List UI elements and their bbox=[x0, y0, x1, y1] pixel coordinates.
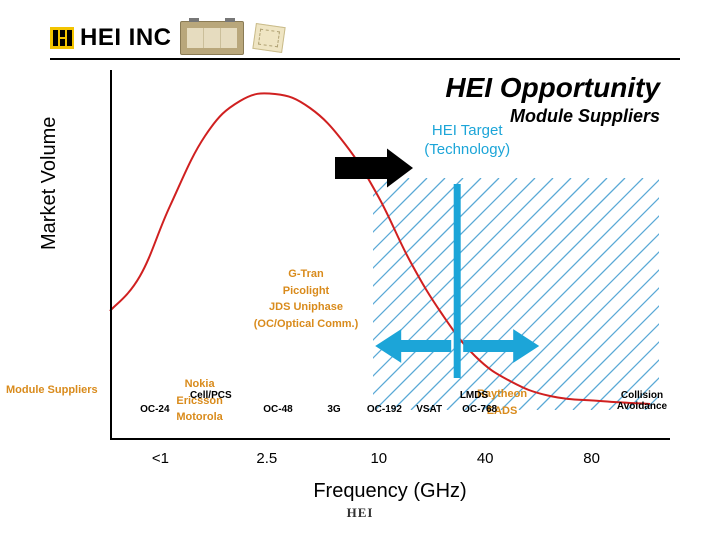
band-label: OC-48 bbox=[263, 404, 292, 415]
brand-logo: HEI INC bbox=[50, 24, 172, 52]
logo-mark-icon bbox=[50, 27, 74, 49]
brand-name: HEI INC bbox=[80, 24, 172, 52]
band-label: OC-24 bbox=[140, 404, 169, 415]
x-tick: 10 bbox=[370, 450, 387, 467]
x-axis bbox=[110, 438, 670, 440]
band-label: VSAT bbox=[416, 404, 442, 415]
x-tick: 40 bbox=[477, 450, 494, 467]
x-tick: 80 bbox=[583, 450, 600, 467]
header-rule bbox=[50, 58, 680, 60]
module-photo-1-icon bbox=[180, 21, 244, 55]
market-volume-chart: G-TranPicolightJDS Uniphase(OC/Optical C… bbox=[110, 76, 670, 440]
optical-suppliers-annotation: G-TranPicolightJDS Uniphase(OC/Optical C… bbox=[254, 266, 359, 332]
footer-brand: HEI bbox=[0, 505, 720, 521]
x-axis-title: Frequency (GHz) bbox=[110, 480, 670, 503]
x-tick: 2.5 bbox=[256, 450, 277, 467]
y-axis-title: Market Volume bbox=[38, 117, 61, 250]
band-label: 3G bbox=[327, 404, 340, 415]
band-label: OC-192 bbox=[367, 404, 402, 415]
y-axis bbox=[110, 70, 112, 440]
band-label: OC-768 bbox=[462, 404, 497, 415]
module-photo-2-icon bbox=[252, 23, 285, 53]
frequency-band-labels: Cell/PCS LMDS CollisionAvoidance OC-24 OC-48… bbox=[110, 390, 670, 430]
hei-target-label: HEI Target (Technology) bbox=[397, 122, 537, 160]
band-label: CollisionAvoidance bbox=[617, 390, 667, 412]
band-label: LMDS bbox=[460, 390, 488, 401]
x-tick-labels: <1 2.5 10 40 80 bbox=[110, 450, 670, 470]
header: HEI INC bbox=[50, 18, 680, 58]
module-suppliers-side-label: Module Suppliers bbox=[6, 384, 98, 396]
slide: HEI INC HEI Opportunity Module Suppliers… bbox=[0, 0, 720, 540]
x-tick: <1 bbox=[152, 450, 169, 467]
band-label: Cell/PCS bbox=[190, 390, 232, 401]
